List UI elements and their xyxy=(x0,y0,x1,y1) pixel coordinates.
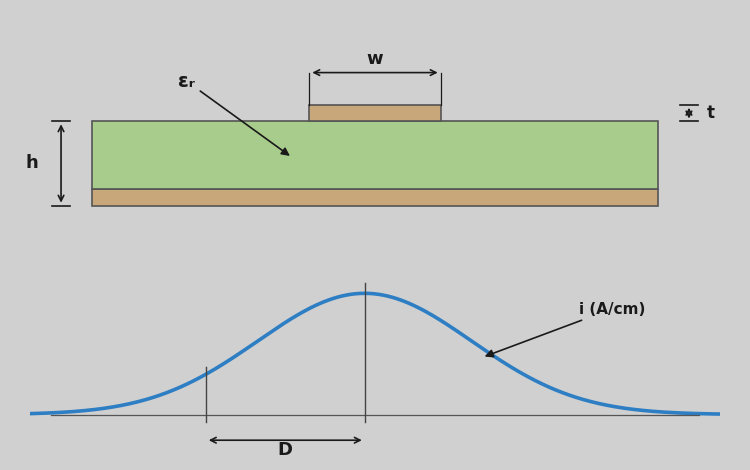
Text: D: D xyxy=(278,441,292,459)
Bar xyxy=(92,121,658,189)
Text: w: w xyxy=(367,50,383,68)
Bar xyxy=(92,189,658,205)
Text: εᵣ: εᵣ xyxy=(178,72,289,155)
Text: h: h xyxy=(26,155,38,172)
Text: i (A/cm): i (A/cm) xyxy=(486,301,645,357)
Bar xyxy=(310,105,440,121)
Text: t: t xyxy=(707,104,715,122)
